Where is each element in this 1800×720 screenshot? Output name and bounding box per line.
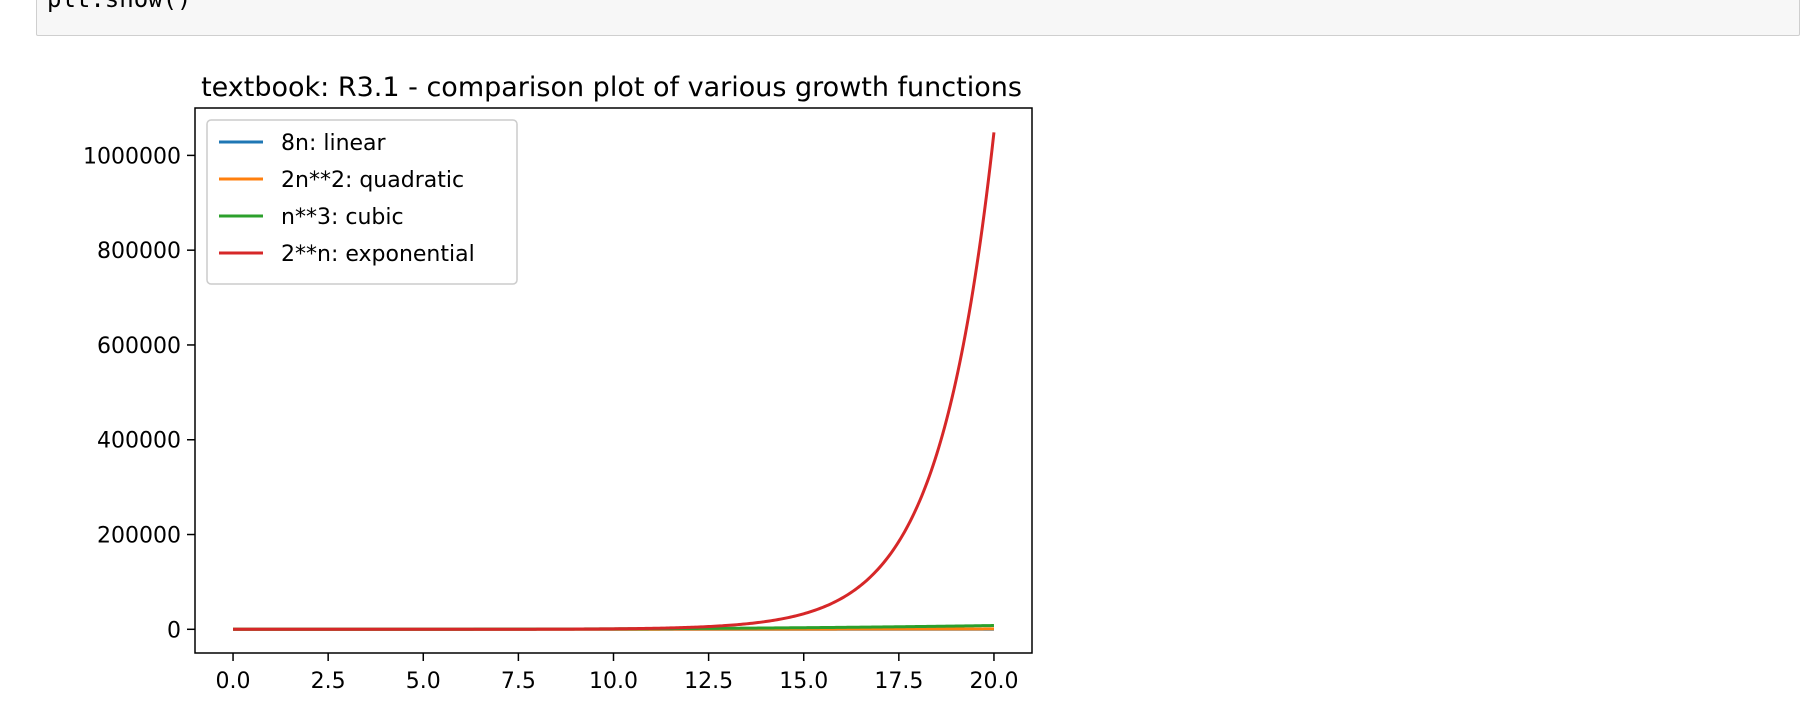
chart-title: textbook: R3.1 - comparison plot of vari… xyxy=(201,72,1022,103)
x-axis: 0.0 2.5 5.0 7.5 10.0 12.5 15.0 17.5 20.0 xyxy=(216,653,1018,694)
y-tick-label: 800000 xyxy=(97,239,181,264)
x-tick-label: 7.5 xyxy=(501,669,536,694)
x-tick-label: 0.0 xyxy=(216,669,251,694)
legend-label: 8n: linear xyxy=(281,131,387,156)
y-axis: 0 200000 400000 600000 800000 1000000 xyxy=(83,144,195,643)
cell-output: textbook: R3.1 - comparison plot of vari… xyxy=(0,50,1100,720)
x-tick-label: 12.5 xyxy=(684,669,733,694)
line-chart: textbook: R3.1 - comparison plot of vari… xyxy=(83,72,1033,694)
series-line-4 xyxy=(233,132,996,631)
y-tick-label: 600000 xyxy=(97,334,181,359)
x-tick-label: 5.0 xyxy=(406,669,441,694)
y-tick-label: 1000000 xyxy=(83,144,181,169)
y-tick-label: 400000 xyxy=(97,429,181,454)
legend-label: 2**n: exponential xyxy=(281,242,475,267)
code-cell[interactable]: plt.show() xyxy=(36,0,1800,36)
legend-label: 2n**2: quadratic xyxy=(281,168,464,193)
code-line: plt.show() xyxy=(47,0,192,13)
y-tick-label: 0 xyxy=(167,618,181,643)
x-tick-label: 2.5 xyxy=(311,669,346,694)
plot-lines xyxy=(233,132,996,631)
legend-label: n**3: cubic xyxy=(281,205,404,230)
y-tick-label: 200000 xyxy=(97,524,181,549)
legend-box xyxy=(206,119,518,285)
x-tick-label: 15.0 xyxy=(779,669,828,694)
x-tick-label: 20.0 xyxy=(969,669,1018,694)
x-tick-label: 10.0 xyxy=(589,669,638,694)
legend: 8n: linear 2n**2: quadratic n**3: cubic 2**… xyxy=(206,119,518,285)
x-tick-label: 17.5 xyxy=(874,669,923,694)
